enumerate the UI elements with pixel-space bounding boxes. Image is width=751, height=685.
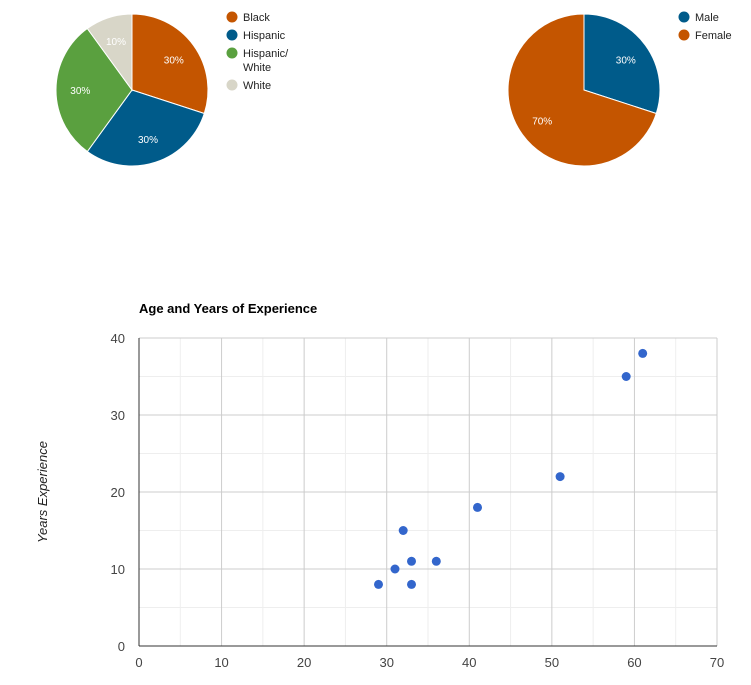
legend-label-male: Male (695, 12, 719, 24)
grid-lines (139, 337, 718, 646)
y-tick-label: 0 (118, 639, 125, 654)
legend-swatch-black (226, 11, 238, 23)
x-tick-label: 40 (462, 655, 476, 670)
ethnicity-pie-chart: 30% 30% 30% 10% (55, 13, 209, 167)
legend-swatch-hispanic-white (226, 47, 238, 59)
scatter-point (431, 556, 441, 566)
y-tick-label: 40 (111, 331, 125, 346)
legend-label-female: Female (695, 30, 732, 42)
pie-slice-black (131, 13, 209, 115)
scatter-point (473, 502, 482, 512)
slice-label-black: 30% (164, 56, 184, 67)
pie-slice-female (507, 13, 657, 167)
ethnicity-legend: Black Hispanic Hispanic/White White (226, 11, 289, 92)
y-tick-label: 20 (111, 485, 125, 500)
pie-slice-hispanic-white (55, 27, 133, 153)
chart-title: Age and Years of Experience (139, 301, 317, 316)
x-tick-label: 10 (214, 655, 228, 670)
slice-label-hispanic-white: 30% (70, 86, 90, 97)
slice-label-male: 30% (616, 56, 636, 67)
legend-label-hispanic: Hispanic (243, 30, 286, 42)
slice-label-white: 10% (106, 37, 126, 48)
legend-label-black: Black (243, 12, 270, 24)
legend-swatch-hispanic (226, 29, 238, 41)
scatter-point (407, 556, 416, 566)
x-tick-label: 30 (379, 655, 393, 670)
y-tick-label: 30 (111, 408, 125, 423)
slice-label-hispanic: 30% (138, 135, 158, 146)
x-tick-label: 60 (627, 655, 641, 670)
scatter-point (621, 372, 631, 381)
age-experience-scatter-chart: Age and Years of Experience Years Experi… (35, 301, 724, 670)
x-tick-label: 0 (135, 655, 142, 670)
scatter-point (638, 348, 648, 358)
gender-legend: Male Female (678, 11, 732, 42)
pie-slice-male (583, 13, 661, 115)
scatter-point (555, 472, 565, 482)
y-tick-label: 10 (111, 562, 125, 577)
scatter-point (407, 579, 416, 589)
pie-slice-white (86, 13, 133, 92)
scatter-point (374, 579, 383, 589)
legend-label-hispanic-white: Hispanic/White (243, 48, 289, 74)
scatter-point (398, 526, 408, 535)
gender-pie-chart: 30% 70% (507, 13, 661, 167)
x-tick-label: 20 (297, 655, 311, 670)
slice-label-female: 70% (532, 116, 552, 127)
x-tick-label: 50 (545, 655, 559, 670)
pie-slice-hispanic (86, 89, 205, 167)
legend-swatch-white (226, 79, 238, 91)
y-axis-label: Years Experience (35, 441, 50, 543)
legend-label-white: White (243, 80, 271, 92)
x-tick-label: 70 (710, 655, 724, 670)
legend-swatch-male (678, 11, 690, 23)
legend-swatch-female (678, 29, 690, 41)
scatter-point (390, 564, 400, 574)
